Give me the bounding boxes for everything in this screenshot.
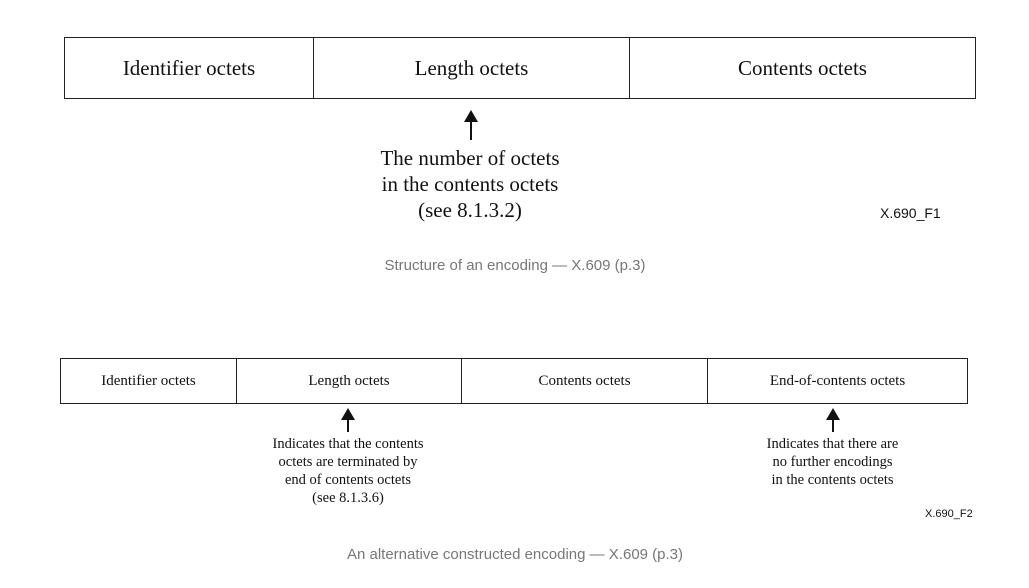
- annotation-line: (see 8.1.3.6): [312, 490, 384, 506]
- end-of-contents-octets-cell: End-of-contents octets: [769, 372, 906, 389]
- up-arrow-icon: [341, 408, 355, 432]
- annotation-line: octets are terminated by: [278, 454, 418, 470]
- end-of-contents-annotation: Indicates that there are no further enco…: [725, 435, 940, 489]
- annotation-line: no further encodings: [772, 454, 893, 470]
- annotation-line: Indicates that the contents: [272, 436, 424, 452]
- length-octets-annotation: The number of octets in the contents oct…: [320, 145, 620, 223]
- identifier-octets-cell: Identifier octets: [61, 359, 237, 403]
- figure-caption: Structure of an encoding — X.609 (p.3): [384, 257, 646, 274]
- annotation-line: (see 8.1.3.2): [418, 198, 522, 222]
- length-octets-cell: Length octets: [314, 38, 630, 98]
- annotation-line: in the contents octets: [771, 472, 894, 488]
- contents-octets-cell: Contents octets: [462, 359, 708, 403]
- constructed-encoding-row: Identifier octets Length octets Contents…: [60, 358, 968, 404]
- encoding-structure-row: Identifier octets Length octets Contents…: [64, 37, 976, 99]
- length-octets-cell: Length octets: [237, 359, 462, 403]
- annotation-line: Indicates that there are: [766, 436, 899, 452]
- figure-caption: An alternative constructed encoding — X.…: [346, 546, 684, 563]
- annotation-line: The number of octets: [380, 146, 560, 170]
- up-arrow-icon: [464, 110, 478, 140]
- annotation-line: in the contents octets: [381, 172, 559, 196]
- figure-id: X.690_F1: [880, 205, 941, 221]
- contents-octets-cell: Contents octets: [738, 55, 867, 80]
- annotation-line: end of contents octets: [284, 472, 412, 488]
- length-octets-annotation: Indicates that the contents octets are t…: [223, 435, 473, 507]
- identifier-octets-cell: Identifier octets: [65, 38, 314, 98]
- figure-id: X.690_F2: [925, 508, 973, 520]
- up-arrow-icon: [826, 408, 840, 432]
